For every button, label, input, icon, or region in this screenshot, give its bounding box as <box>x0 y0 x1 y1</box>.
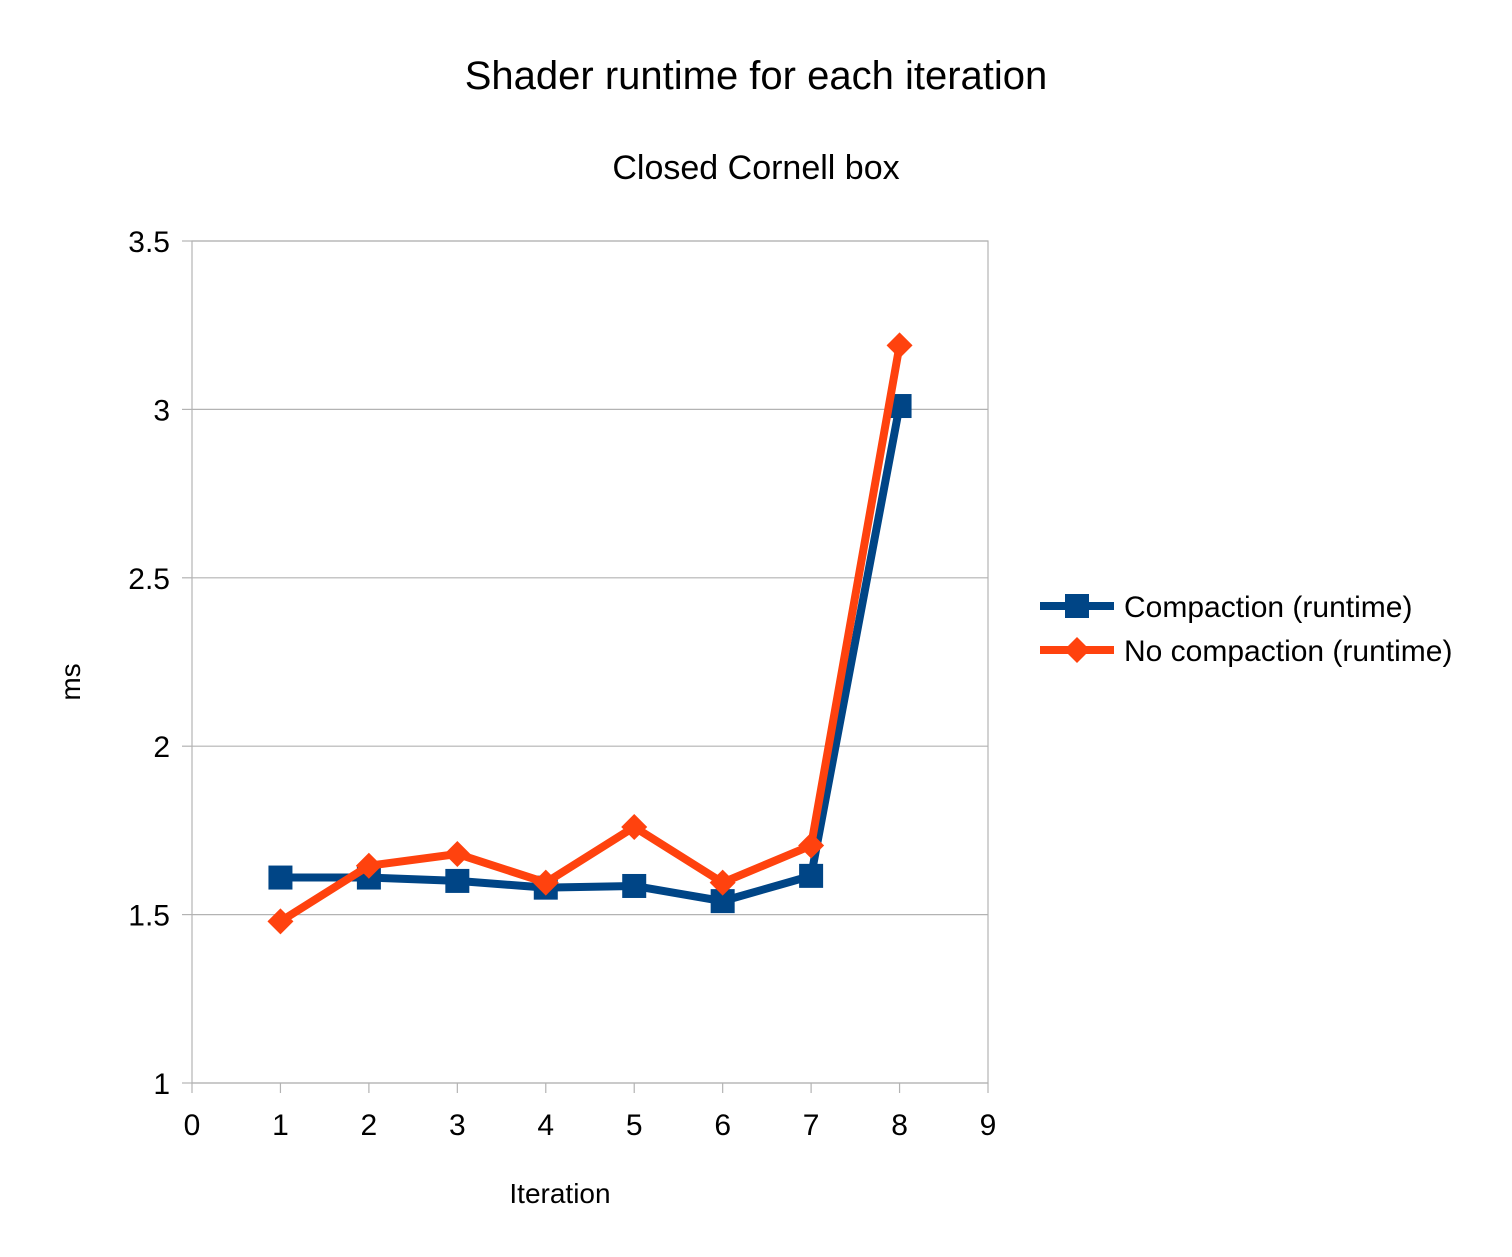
y-axis-title: ms <box>55 663 86 700</box>
x-axis-ticks: 0 1 2 3 4 5 6 7 8 9 <box>184 1083 997 1142</box>
data-point <box>445 868 470 893</box>
data-point <box>532 869 559 896</box>
data-point <box>709 869 736 896</box>
x-tick-label: 8 <box>891 1109 908 1142</box>
series-lines <box>267 332 913 935</box>
x-tick-label: 9 <box>980 1109 997 1142</box>
gridlines <box>192 240 988 1084</box>
x-tick-label: 7 <box>803 1109 820 1142</box>
series-no-compaction <box>267 332 913 935</box>
x-tick-label: 2 <box>361 1109 378 1142</box>
legend-item: Compaction (runtime) <box>1040 591 1412 624</box>
data-point <box>355 852 382 879</box>
legend: Compaction (runtime) No compaction (runti… <box>1040 591 1452 668</box>
data-point <box>444 840 471 867</box>
y-axis-ticks: 1 1.5 2 2.5 3 3.5 <box>128 226 192 1101</box>
data-point <box>622 873 647 898</box>
data-point <box>798 832 825 859</box>
chart-title: Shader runtime for each iteration <box>465 54 1048 98</box>
series-line <box>278 344 904 925</box>
y-tick-label: 1.5 <box>128 900 170 933</box>
legend-label: Compaction (runtime) <box>1124 591 1412 624</box>
x-tick-label: 0 <box>184 1109 201 1142</box>
legend-marker <box>1065 594 1089 618</box>
legend-item: No compaction (runtime) <box>1040 635 1452 668</box>
x-tick-label: 5 <box>626 1109 643 1142</box>
plot-area-frame <box>191 240 989 1084</box>
data-point <box>621 814 648 841</box>
x-tick-label: 4 <box>537 1109 554 1142</box>
x-axis-title: Iteration <box>509 1178 610 1209</box>
y-tick-label: 3 <box>153 394 170 427</box>
data-point <box>886 332 913 359</box>
legend-marker <box>1064 637 1090 663</box>
data-point <box>268 865 293 890</box>
legend-label: No compaction (runtime) <box>1124 635 1452 668</box>
y-tick-label: 3.5 <box>128 226 170 259</box>
y-tick-label: 2.5 <box>128 563 170 596</box>
data-point <box>267 908 294 935</box>
x-tick-label: 1 <box>272 1109 289 1142</box>
y-tick-label: 2 <box>153 731 170 764</box>
x-tick-label: 3 <box>449 1109 466 1142</box>
y-tick-label: 1 <box>153 1068 170 1101</box>
series-line <box>280 405 904 906</box>
x-tick-label: 6 <box>714 1109 731 1142</box>
chart-subtitle: Closed Cornell box <box>612 149 899 187</box>
data-point <box>799 863 824 888</box>
series-compaction <box>268 394 912 914</box>
